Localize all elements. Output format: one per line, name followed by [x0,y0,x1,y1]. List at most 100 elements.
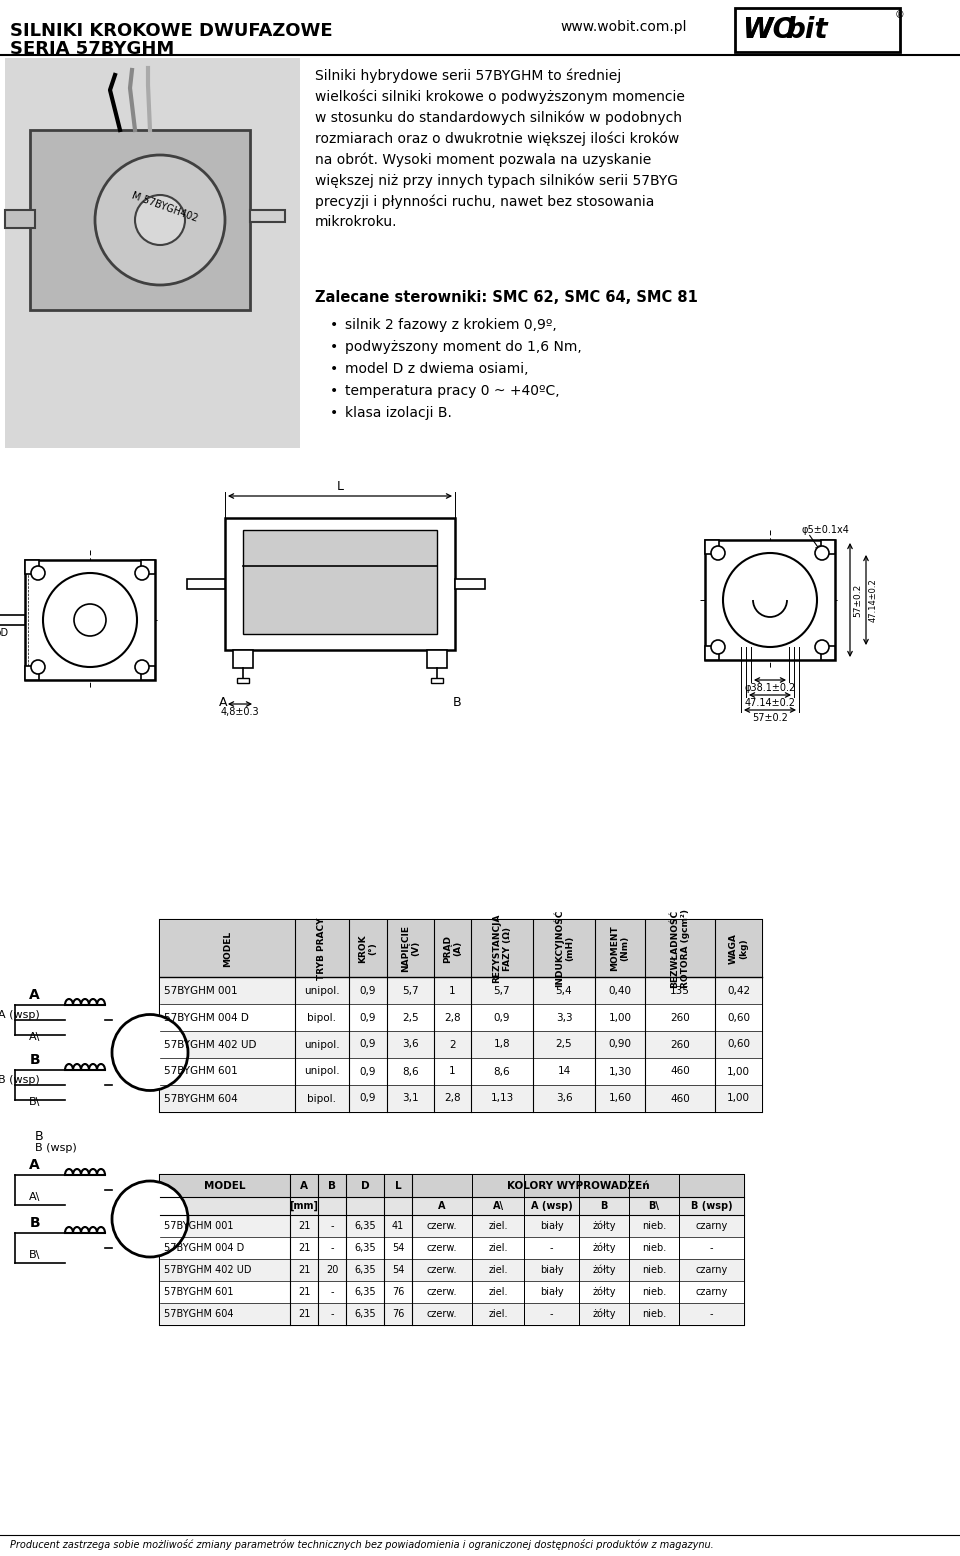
Text: 76: 76 [392,1309,404,1319]
Text: 57BYGHM 604: 57BYGHM 604 [164,1094,238,1103]
Text: A\: A\ [29,1032,40,1043]
Bar [431,678,443,683]
Text: A: A [219,696,228,710]
Bar [30,131,250,310]
Bar [160,1004,762,1032]
Circle shape [31,660,45,674]
Bar [233,650,253,668]
Circle shape [74,604,106,636]
Text: •: • [330,363,338,377]
Text: 21: 21 [298,1221,310,1231]
Text: mikrokroku.: mikrokroku. [315,215,397,229]
Text: -: - [709,1243,713,1253]
Text: B\: B\ [29,1249,40,1260]
Text: B: B [30,1053,40,1067]
Text: unipol.: unipol. [304,1039,340,1049]
Text: A (wsp): A (wsp) [531,1201,572,1211]
Text: 14: 14 [558,1066,570,1077]
Text: WO: WO [742,16,796,44]
Text: 0,40: 0,40 [609,985,632,996]
Text: 3,6: 3,6 [402,1039,419,1049]
Text: 0,60: 0,60 [727,1039,750,1049]
Circle shape [135,566,149,580]
Text: B (wsp): B (wsp) [690,1201,732,1211]
Text: czerw.: czerw. [427,1221,457,1231]
Circle shape [112,1015,188,1091]
Bar [735,8,900,51]
Text: NAPIĘCIE
(V): NAPIĘCIE (V) [401,924,420,972]
Text: ziel.: ziel. [489,1265,508,1274]
Text: L: L [337,479,344,493]
Text: 57BYGHM 601: 57BYGHM 601 [164,1066,238,1077]
Text: ®: ® [895,9,904,20]
Text: czarny: czarny [695,1287,728,1298]
Circle shape [31,566,45,580]
Text: bipol.: bipol. [307,1013,337,1022]
Bar [25,560,39,574]
Text: B (wsp): B (wsp) [0,1075,40,1085]
Text: 57BYGHM 402 UD: 57BYGHM 402 UD [164,1265,252,1274]
Text: MODEL: MODEL [204,1181,246,1190]
Text: A: A [439,1201,445,1211]
Text: 0,9: 0,9 [493,1013,511,1022]
Text: unipol.: unipol. [304,985,340,996]
Text: 41: 41 [392,1221,404,1231]
Bar [455,579,485,590]
Text: D: D [361,1181,370,1190]
Text: WAGA
(kg): WAGA (kg) [729,934,748,963]
Text: nieb.: nieb. [642,1243,666,1253]
Text: 260: 260 [670,1039,690,1049]
Bar [705,540,719,554]
Text: 1,00: 1,00 [727,1094,750,1103]
Text: B: B [453,696,462,710]
Text: 1,13: 1,13 [491,1094,514,1103]
Text: www.wobit.com.pl: www.wobit.com.pl [560,20,686,34]
Text: 21: 21 [298,1287,310,1298]
Text: żółty: żółty [592,1243,615,1253]
Text: -: - [330,1243,334,1253]
Text: czerw.: czerw. [427,1287,457,1298]
Text: żółty: żółty [592,1287,615,1298]
Text: -: - [330,1221,334,1231]
Text: φ5±0.1x4: φ5±0.1x4 [802,524,850,535]
Text: bipol.: bipol. [307,1094,337,1103]
Bar [160,920,762,1113]
Text: 0,42: 0,42 [727,985,750,996]
Text: ziel.: ziel. [489,1287,508,1298]
Text: 54: 54 [392,1243,404,1253]
Text: 0,90: 0,90 [609,1039,632,1049]
Text: 2: 2 [449,1039,456,1049]
Text: •: • [330,317,338,331]
Bar [160,977,762,1004]
Bar [141,560,155,574]
Text: INDUKCYJNOŚĆ
(mH): INDUKCYJNOŚĆ (mH) [554,910,574,987]
Text: czerw.: czerw. [427,1265,457,1274]
Text: czerw.: czerw. [427,1309,457,1319]
Text: -: - [550,1243,553,1253]
Bar [160,1058,762,1085]
Text: biały: biały [540,1287,564,1298]
Text: silnik 2 fazowy z krokiem 0,9º,: silnik 2 fazowy z krokiem 0,9º, [345,317,557,331]
Text: 1,30: 1,30 [609,1066,632,1077]
Text: -: - [330,1287,334,1298]
Text: B: B [328,1181,336,1190]
Text: A: A [300,1181,308,1190]
Text: A\: A\ [492,1201,503,1211]
Circle shape [815,640,829,654]
Text: 1: 1 [449,985,456,996]
Text: w stosunku do standardowych silników w podobnych: w stosunku do standardowych silników w p… [315,110,682,124]
Text: 0,9: 0,9 [360,985,376,996]
Circle shape [135,660,149,674]
Text: 47.14±0.2: 47.14±0.2 [745,699,796,708]
Text: 5,7: 5,7 [402,985,419,996]
Text: 460: 460 [670,1094,690,1103]
Text: większej niż przy innych typach silników serii 57BYG: większej niż przy innych typach silników… [315,173,678,188]
Text: nieb.: nieb. [642,1287,666,1298]
Bar [160,1302,744,1326]
Text: ziel.: ziel. [489,1221,508,1231]
Text: -: - [709,1309,713,1319]
Bar [0,615,25,626]
Text: biały: biały [540,1265,564,1274]
Bar [25,560,155,680]
Text: 2,5: 2,5 [402,1013,419,1022]
